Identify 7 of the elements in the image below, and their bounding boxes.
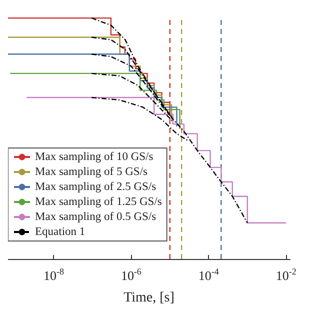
legend-label: Max sampling of 0.5 GS/s: [35, 211, 157, 223]
legend-label: Max sampling of 2.5 GS/s: [35, 181, 157, 193]
legend-label: Equation 1: [35, 226, 86, 238]
legend-label: Max sampling of 10 GS/s: [35, 151, 154, 163]
legend-label: Max sampling of 5 GS/s: [35, 166, 148, 178]
legend-label: Max sampling of 1.25 GS/s: [35, 196, 162, 208]
x-axis-title: Time, [s]: [124, 290, 174, 306]
